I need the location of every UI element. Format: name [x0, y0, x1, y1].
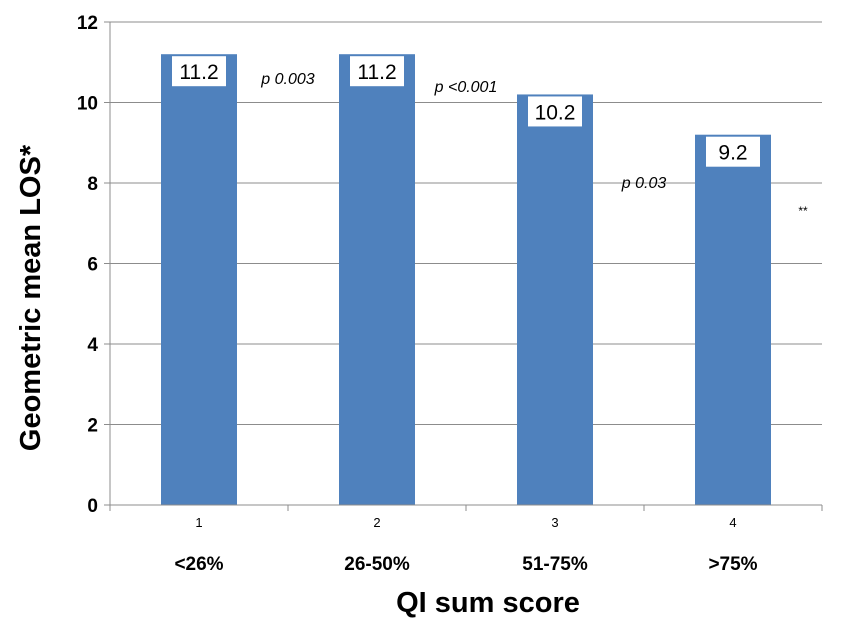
- y-tick-label: 12: [77, 13, 98, 34]
- bars: [161, 54, 771, 505]
- data-label: 10.2: [535, 101, 576, 124]
- x-category-label: <26%: [174, 554, 223, 575]
- y-tick-label: 0: [87, 496, 98, 517]
- x-tick-label: 1: [195, 515, 202, 530]
- y-tick-label: 2: [87, 416, 98, 437]
- y-tick-label: 6: [87, 255, 98, 276]
- x-tick-label: 3: [551, 515, 558, 530]
- data-label-box: [350, 56, 404, 87]
- data-label: 11.2: [357, 61, 396, 84]
- annotations: p 0.003 p <0.001 p 0.03 **: [260, 71, 808, 218]
- bar-4: [695, 134, 771, 505]
- x-category-label: 26-50%: [344, 554, 410, 575]
- p-value-annotation: p 0.03: [621, 175, 667, 192]
- data-label-box: [706, 136, 760, 167]
- data-label: 9.2: [718, 142, 747, 165]
- x-tick-labels: 1 <26% 2 26-50% 3 51-75% 4 >75%: [174, 515, 757, 575]
- p-value-annotation: p <0.001: [434, 79, 498, 96]
- bar-2: [339, 54, 415, 505]
- bar-3: [517, 94, 593, 505]
- data-labels: 11.2 11.2 10.2 9.2: [172, 56, 760, 167]
- x-tick-label: 2: [373, 515, 380, 530]
- x-category-label: 51-75%: [522, 554, 588, 575]
- x-category-label: >75%: [708, 554, 757, 575]
- y-tick-label: 10: [77, 94, 98, 115]
- axes: [109, 22, 823, 511]
- y-tick-labels: 0 2 4 6 8 10 12: [77, 13, 99, 517]
- bar-1: [161, 54, 237, 505]
- data-label-box: [172, 56, 226, 87]
- p-value-annotation: p 0.003: [260, 71, 314, 88]
- x-axis-title: QI sum score: [396, 587, 580, 619]
- p-value-annotation: **: [798, 204, 808, 218]
- y-axis-title: Geometric mean LOS*: [15, 144, 47, 451]
- data-label-box: [528, 96, 582, 127]
- y-tick-label: 8: [87, 174, 98, 195]
- y-tick-label: 4: [87, 335, 98, 356]
- x-tick-label: 4: [729, 515, 736, 530]
- data-label: 11.2: [179, 61, 218, 84]
